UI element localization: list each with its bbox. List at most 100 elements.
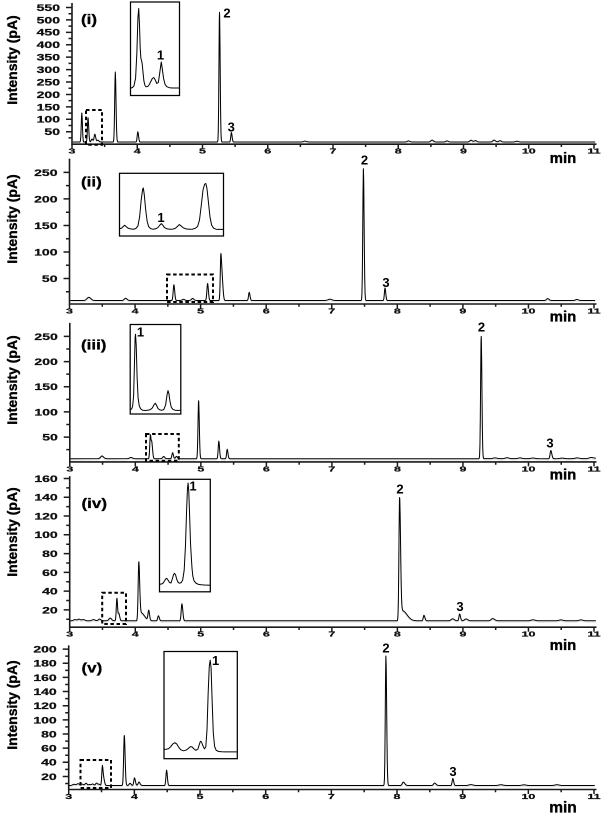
svg-text:150: 150 — [34, 382, 58, 393]
svg-text:9: 9 — [459, 308, 466, 316]
svg-text:5: 5 — [199, 148, 206, 156]
svg-text:8: 8 — [394, 631, 401, 639]
svg-text:1: 1 — [189, 479, 196, 494]
svg-text:min: min — [550, 150, 577, 167]
svg-text:3: 3 — [449, 764, 456, 779]
svg-text:6: 6 — [262, 793, 269, 801]
svg-text:100: 100 — [34, 247, 58, 258]
svg-text:140: 140 — [33, 686, 57, 697]
svg-text:140: 140 — [34, 492, 58, 503]
svg-text:250: 250 — [37, 77, 61, 88]
svg-text:3: 3 — [382, 275, 389, 290]
svg-text:6: 6 — [263, 631, 270, 639]
svg-text:3: 3 — [456, 599, 463, 614]
svg-text:11: 11 — [587, 308, 600, 316]
svg-text:120: 120 — [34, 511, 58, 522]
svg-text:300: 300 — [37, 64, 61, 75]
svg-text:4: 4 — [132, 465, 139, 473]
svg-text:10: 10 — [522, 631, 536, 639]
svg-text:8: 8 — [394, 465, 401, 473]
svg-text:200: 200 — [37, 89, 61, 100]
svg-text:1: 1 — [157, 48, 164, 63]
svg-text:150: 150 — [34, 220, 58, 231]
svg-text:11: 11 — [587, 465, 600, 473]
svg-text:160: 160 — [34, 473, 58, 484]
svg-text:100: 100 — [34, 407, 58, 418]
svg-text:40: 40 — [41, 757, 57, 768]
svg-text:60: 60 — [41, 743, 57, 754]
svg-text:4: 4 — [132, 308, 139, 316]
svg-text:11: 11 — [587, 148, 600, 156]
svg-text:3: 3 — [66, 308, 73, 316]
svg-text:80: 80 — [41, 729, 57, 740]
svg-text:7: 7 — [328, 465, 335, 473]
svg-text:6: 6 — [263, 308, 270, 316]
svg-text:2: 2 — [396, 482, 403, 497]
svg-text:8: 8 — [394, 793, 401, 801]
svg-text:7: 7 — [328, 631, 335, 639]
svg-text:2: 2 — [478, 320, 485, 335]
svg-text:6: 6 — [264, 148, 271, 156]
svg-text:2: 2 — [223, 5, 230, 20]
svg-text:400: 400 — [37, 40, 61, 51]
svg-text:50: 50 — [42, 273, 58, 284]
svg-text:Intensity (pA): Intensity (pA) — [4, 174, 20, 263]
svg-text:5: 5 — [197, 631, 204, 639]
svg-text:550: 550 — [37, 2, 61, 13]
svg-text:450: 450 — [37, 27, 61, 38]
svg-text:40: 40 — [42, 586, 58, 597]
svg-text:1: 1 — [212, 653, 219, 668]
svg-text:250: 250 — [34, 167, 58, 178]
svg-text:350: 350 — [37, 52, 61, 63]
svg-text:100: 100 — [34, 530, 58, 541]
svg-text:160: 160 — [33, 672, 57, 683]
svg-text:(v): (v) — [82, 661, 103, 676]
svg-text:10: 10 — [522, 308, 536, 316]
svg-text:50: 50 — [44, 127, 60, 138]
svg-text:Intensity (pA): Intensity (pA) — [4, 15, 20, 104]
svg-text:2: 2 — [361, 153, 368, 168]
svg-text:11: 11 — [587, 631, 600, 639]
svg-text:80: 80 — [42, 548, 58, 559]
svg-text:150: 150 — [37, 102, 61, 113]
svg-text:11: 11 — [587, 793, 600, 801]
svg-text:100: 100 — [37, 114, 61, 125]
svg-text:min: min — [549, 800, 577, 817]
svg-text:3: 3 — [66, 465, 73, 473]
svg-text:(iii): (iii) — [81, 338, 106, 353]
svg-text:10: 10 — [522, 148, 536, 156]
svg-text:500: 500 — [37, 15, 61, 26]
svg-text:250: 250 — [34, 331, 58, 342]
svg-text:5: 5 — [197, 308, 204, 316]
svg-text:60: 60 — [42, 567, 58, 578]
svg-text:3: 3 — [69, 148, 76, 156]
svg-text:(iv): (iv) — [82, 496, 107, 511]
svg-text:4: 4 — [134, 148, 141, 156]
svg-text:5: 5 — [197, 793, 204, 801]
svg-text:120: 120 — [33, 701, 57, 712]
svg-text:1: 1 — [137, 324, 144, 339]
svg-text:min: min — [550, 309, 577, 326]
svg-text:6: 6 — [263, 465, 270, 473]
svg-text:min: min — [550, 467, 577, 484]
svg-text:3: 3 — [65, 793, 72, 801]
svg-text:5: 5 — [197, 465, 204, 473]
svg-text:10: 10 — [522, 465, 536, 473]
svg-text:Intensity (pA): Intensity (pA) — [4, 487, 20, 576]
svg-text:3: 3 — [546, 436, 553, 451]
svg-text:7: 7 — [330, 148, 337, 156]
svg-text:3: 3 — [228, 119, 235, 134]
svg-text:9: 9 — [459, 465, 466, 473]
svg-text:200: 200 — [34, 194, 58, 205]
svg-text:10: 10 — [521, 793, 535, 801]
svg-text:180: 180 — [33, 658, 57, 669]
svg-text:7: 7 — [328, 793, 335, 801]
svg-text:Intensity (pA): Intensity (pA) — [4, 335, 20, 424]
svg-text:200: 200 — [34, 356, 58, 367]
svg-text:9: 9 — [459, 793, 466, 801]
svg-text:4: 4 — [132, 631, 139, 639]
svg-text:7: 7 — [328, 308, 335, 316]
svg-text:20: 20 — [41, 771, 57, 782]
svg-text:3: 3 — [66, 631, 73, 639]
svg-text:8: 8 — [394, 308, 401, 316]
